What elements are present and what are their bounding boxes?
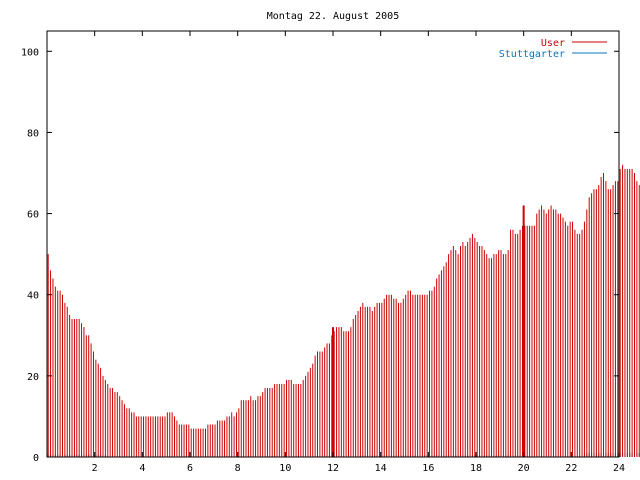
y-tick-label: 100 [21, 47, 39, 58]
y-tick-label: 80 [27, 128, 39, 139]
hour-marker [522, 205, 525, 457]
x-tick-label: 14 [375, 463, 387, 474]
x-tick-label: 18 [470, 463, 482, 474]
user-series [47, 164, 640, 457]
x-tick-label: 10 [279, 463, 291, 474]
y-tick-label: 40 [27, 291, 39, 302]
x-tick-label: 6 [187, 463, 193, 474]
legend-label-user: User [541, 38, 565, 49]
x-axis: 2 4 6 8 10 12 14 16 18 20 22 24 [92, 31, 625, 474]
x-tick-label: 2 [92, 463, 98, 474]
y-axis: 0 20 40 60 80 100 [21, 47, 619, 464]
x-tick-label: 22 [565, 463, 577, 474]
x-tick-label: 24 [613, 463, 625, 474]
x-tick-label: 12 [327, 463, 339, 474]
y-tick-label: 0 [33, 453, 39, 464]
x-tick-label: 8 [235, 463, 241, 474]
hour-marker [332, 327, 334, 457]
chart-title: Montag 22. August 2005 [267, 11, 399, 22]
x-tick-label: 20 [518, 463, 530, 474]
x-tick-label: 4 [139, 463, 145, 474]
legend-label-stuttgarter: Stuttgarter [499, 49, 565, 60]
y-tick-label: 20 [27, 372, 39, 383]
y-tick-label: 60 [27, 210, 39, 221]
legend: User Stuttgarter [499, 38, 607, 60]
x-tick-label: 16 [422, 463, 434, 474]
